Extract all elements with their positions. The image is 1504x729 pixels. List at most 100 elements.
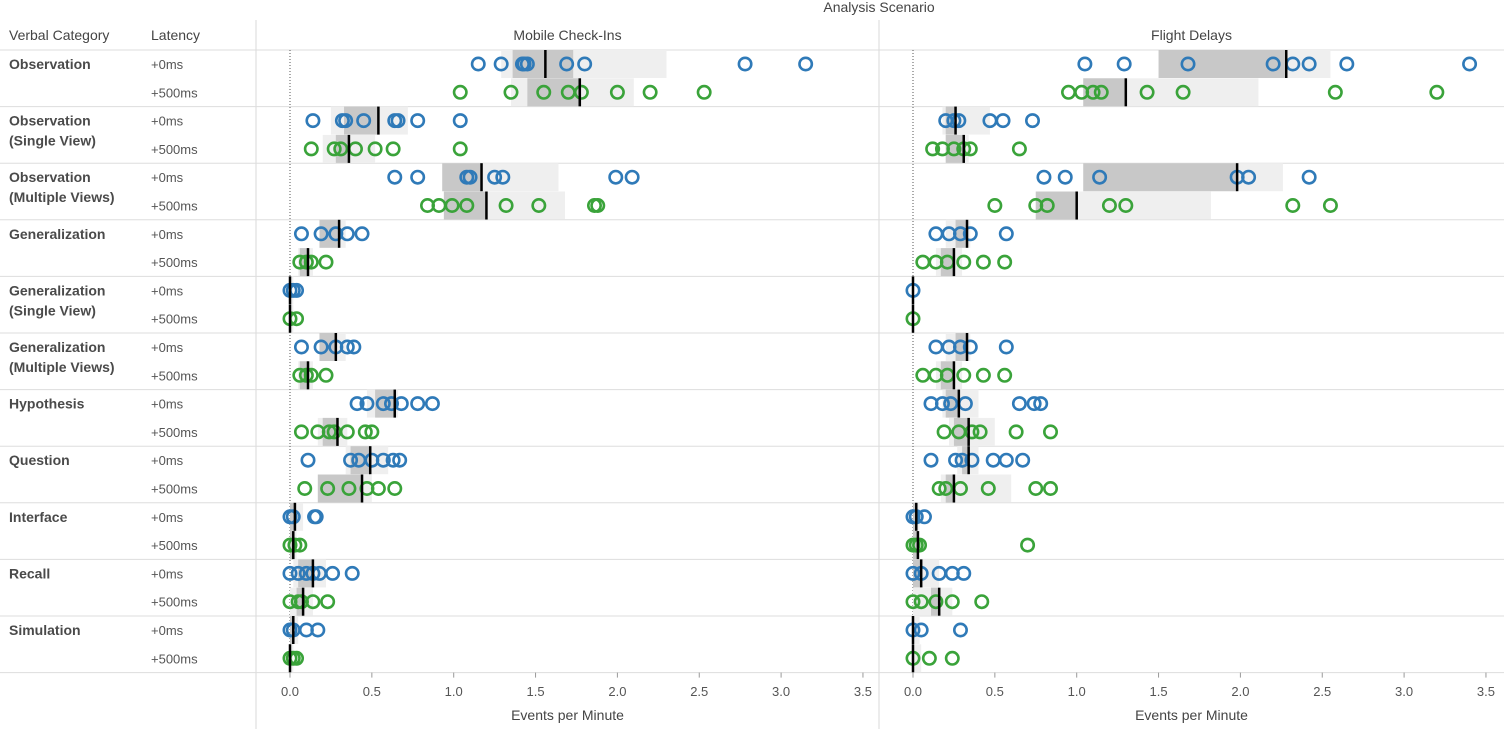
iqr-band [955,333,968,361]
data-point [1462,56,1478,72]
latency-label: +0ms [151,283,184,298]
data-point [1026,396,1042,412]
category-label: Interface [9,509,68,525]
data-point [303,254,319,270]
data-point [387,480,403,496]
latency-label: +500ms [151,85,198,100]
data-point [305,594,321,610]
data-point [293,339,309,355]
data-point [944,594,960,610]
data-point [452,84,468,100]
latency-label: +0ms [151,623,184,638]
data-point [410,396,426,412]
data-point [1033,396,1049,412]
x-tick-label: 3.0 [772,684,790,699]
latency-label: +500ms [151,595,198,610]
category-label: Recall [9,565,50,581]
data-point [998,226,1014,242]
x-tick-label: 1.0 [445,684,463,699]
data-point [956,565,972,581]
data-point [985,452,1001,468]
x-tick-label: 0.5 [986,684,1004,699]
data-point [339,424,355,440]
data-point [1118,198,1134,214]
data-point [912,537,928,553]
data-point [928,226,944,242]
data-point [995,113,1011,129]
data-point [452,141,468,157]
data-point [928,339,944,355]
data-point [962,226,978,242]
category-label: Generalization [9,226,105,242]
iqr-band [290,531,294,560]
iqr-band [1083,78,1126,107]
category-label: Simulation [9,622,81,638]
data-point [944,650,960,666]
data-point [1175,84,1191,100]
data-point [624,169,640,185]
data-point [349,396,365,412]
data-point [300,452,316,468]
data-point [293,226,309,242]
latency-label: +0ms [151,227,184,242]
data-point [495,169,511,185]
data-point [318,254,334,270]
data-point [1180,56,1196,72]
latency-label: +0ms [151,566,184,581]
x-tick-label: 2.5 [1313,684,1331,699]
row-header-category: Verbal Category [9,27,109,43]
x-tick-label: 2.5 [690,684,708,699]
x-tick-label: 0.0 [904,684,922,699]
data-point [1036,169,1052,185]
x-tick-label: 1.5 [1150,684,1168,699]
data-point [943,396,959,412]
iqr-band [443,191,487,220]
data-point [915,254,931,270]
data-point [313,226,329,242]
data-point [282,565,298,581]
data-point [383,396,399,412]
iqr-band [512,50,574,78]
data-point [696,84,712,100]
data-point [573,84,589,100]
iqr-band [290,502,295,531]
data-point [1139,84,1155,100]
x-tick-label: 3.0 [1395,684,1413,699]
iqr-band [940,248,954,277]
latency-label: +500ms [151,312,198,327]
category-label: Observation [9,113,91,129]
data-point [1322,198,1338,214]
iqr-band [913,502,917,531]
latency-label: +500ms [151,368,198,383]
data-point [356,113,372,129]
latency-label: +0ms [151,397,184,412]
data-point [1057,169,1073,185]
data-point [1011,141,1027,157]
data-point [1093,84,1109,100]
data-point [354,226,370,242]
data-point [410,113,426,129]
iqr-band [940,361,954,390]
category-label: Question [9,452,70,468]
data-point [424,396,440,412]
data-point [951,113,967,129]
data-point [392,452,408,468]
data-point [1285,198,1301,214]
data-point [375,396,391,412]
data-point [346,339,362,355]
data-point [359,396,375,412]
latency-label: +0ms [151,340,184,355]
data-point [1301,169,1317,185]
data-point [921,650,937,666]
data-point [357,424,373,440]
data-point [737,56,753,72]
data-point [559,56,575,72]
data-point [974,594,990,610]
data-point [303,367,319,383]
data-point [531,198,547,214]
iqr-band [296,587,304,616]
data-point [642,84,658,100]
data-point [1265,56,1281,72]
x-axis-label: Events per Minute [511,707,624,723]
x-axis-label: Events per Minute [1135,707,1248,723]
